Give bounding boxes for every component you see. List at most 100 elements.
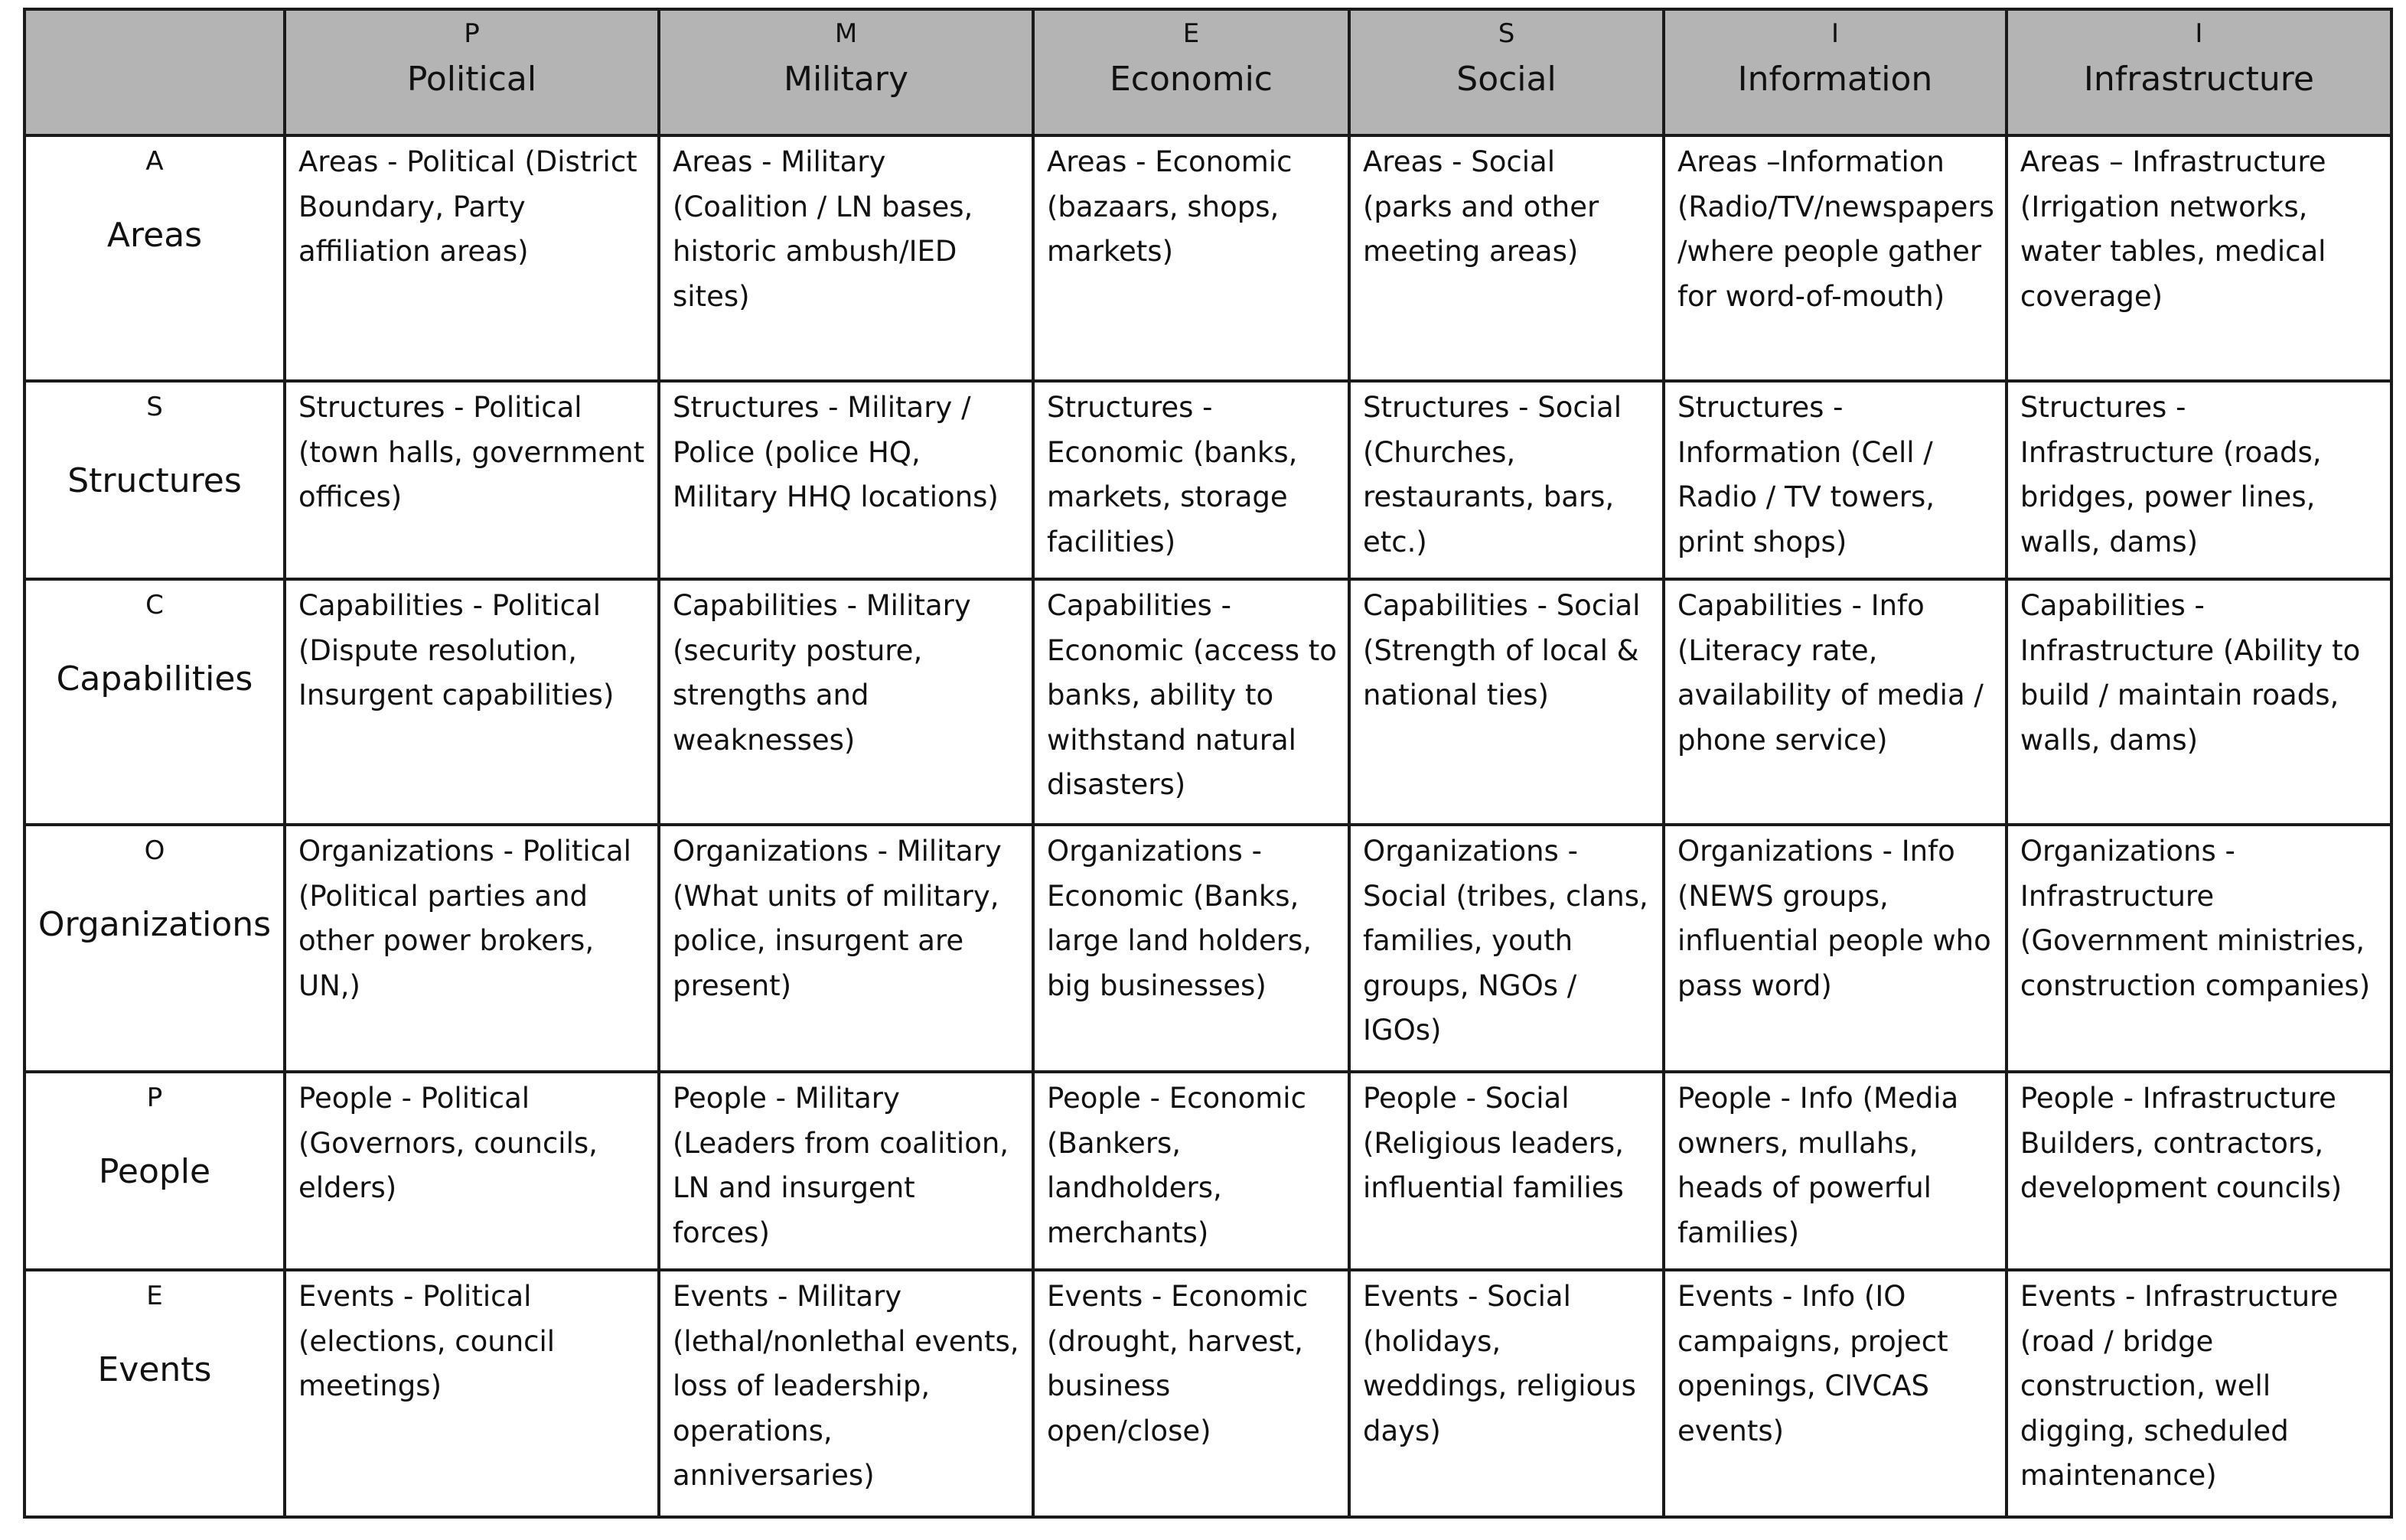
cell-text: Areas –Information (Radio/TV/newspapers … [1677,145,1994,313]
table-cell: Capabilities - Military (security postur… [657,578,1035,826]
table-cell: Areas –Information (Radio/TV/newspapers … [1662,134,2008,383]
cell-text: Capabilities - Military (security postur… [673,589,971,757]
table-cell: People - Info (Media owners, mullahs, he… [1662,1070,2008,1271]
table-cell: Organizations - Military (What units of … [657,823,1035,1073]
column-header-political: P Political [283,8,660,137]
column-name: Political [406,60,537,99]
cell-text: Areas - Economic (bazaars, shops, market… [1047,145,1293,268]
cell-text: Capabilities - Social (Strength of local… [1363,589,1641,711]
table-cell: People - Military (Leaders from coalitio… [657,1070,1035,1271]
cell-text: Events - Political (elections, council m… [298,1280,556,1402]
table-cell: Areas - Military (Coalition / LN bases, … [657,134,1035,383]
column-letter: I [1831,18,1839,49]
row-header-structures: S Structures [23,379,286,581]
table-cell: Organizations - Info (NEWS groups, influ… [1662,823,2008,1073]
row-header-people: P People [23,1070,286,1271]
table-cell: Events - Political (elections, council m… [283,1268,660,1519]
cell-text: People - Social (Religious leaders, infl… [1363,1082,1624,1204]
cell-text: Structures - Political (town halls, gove… [298,391,645,513]
table-row-organizations: O Organizations Organizations - Political … [23,823,2393,1073]
cell-text: Capabilities - Infrastructure (Ability t… [2020,589,2361,757]
table-row-areas: A Areas Areas - Political (District Bounda… [23,134,2393,383]
cell-text: Capabilities - Political (Dispute resolu… [298,589,615,711]
table-cell: Capabilities - Economic (access to banks… [1032,578,1351,826]
row-name: Events [97,1350,212,1389]
cell-text: Structures - Information (Cell / Radio /… [1677,391,1935,558]
cell-text: People - Military (Leaders from coalitio… [673,1082,1009,1249]
column-header-economic: E Economic [1032,8,1351,137]
row-letter: E [146,1281,163,1311]
table-cell: Organizations - Economic (Banks, large l… [1032,823,1351,1073]
cell-text: Organizations - Political (Political par… [298,835,631,1002]
table-cell: People - Social (Religious leaders, infl… [1348,1070,1665,1271]
row-header-capabilities: C Capabilities [23,578,286,826]
table-cell: People - Political (Governors, councils,… [283,1070,660,1271]
row-name: Structures [67,461,242,500]
cell-text: Areas - Political (District Boundary, Pa… [298,145,637,268]
table-cell: Structures - Information (Cell / Radio /… [1662,379,2008,581]
table-cell: Capabilities - Political (Dispute resolu… [283,578,660,826]
row-letter: A [145,146,164,177]
row-letter: C [145,590,164,620]
table-cell: Organizations - Political (Political par… [283,823,660,1073]
row-header-events: E Events [23,1268,286,1519]
table-cell: Events - Social (holidays, weddings, rel… [1348,1268,1665,1519]
cell-text: Capabilities - Info (Literacy rate, avai… [1677,589,1984,757]
table-cell: Structures - Social (Churches, restauran… [1348,379,1665,581]
table-cell: Areas – Infrastructure (Irrigation netwo… [2004,134,2393,383]
column-header-infrastructure: I Infrastructure [2004,8,2393,137]
cell-text: Events - Infrastructure (road / bridge c… [2020,1280,2339,1492]
column-letter: M [834,18,858,49]
table-cell: Capabilities - Infrastructure (Ability t… [2004,578,2393,826]
column-name: Information [1737,60,1933,99]
cell-text: Structures - Infrastructure (roads, brid… [2020,391,2322,558]
table-cell: Capabilities - Info (Literacy rate, avai… [1662,578,2008,826]
table-cell: Areas - Social (parks and other meeting … [1348,134,1665,383]
table-row-people: P People People - Political (Governors, co… [23,1070,2393,1271]
column-header-social: S Social [1348,8,1665,137]
column-header-information: I Information [1662,8,2008,137]
row-header-organizations: O Organizations [23,823,286,1073]
cell-text: People - Economic (Bankers, landholders,… [1047,1082,1306,1249]
table-cell: Structures - Infrastructure (roads, brid… [2004,379,2393,581]
cell-text: Structures - Social (Churches, restauran… [1363,391,1622,558]
ascope-pmesii-matrix: P Political M Military E Economic S Social I Info… [23,8,2393,1519]
row-letter: O [144,835,165,866]
column-name: Economic [1110,60,1273,99]
row-name: Areas [106,216,203,255]
table-row-structures: S Structures Structures - Political (town … [23,379,2393,581]
row-letter: S [146,392,163,422]
column-name: Military [784,60,908,99]
cell-text: People - Info (Media owners, mullahs, he… [1677,1082,1959,1249]
cell-text: Organizations - Social (tribes, clans, f… [1363,835,1648,1047]
table-cell: People - Economic (Bankers, landholders,… [1032,1070,1351,1271]
column-name: Social [1456,60,1557,99]
row-letter: P [146,1083,163,1113]
table-cell: Events - Info (IO campaigns, project ope… [1662,1268,2008,1519]
table-cell: Capabilities - Social (Strength of local… [1348,578,1665,826]
column-header-military: M Military [657,8,1035,137]
header-row: P Political M Military E Economic S Social I Info… [23,8,2393,137]
table-cell: Areas - Economic (bazaars, shops, market… [1032,134,1351,383]
row-name: Organizations [37,905,272,944]
row-header-areas: A Areas [23,134,286,383]
cell-text: Organizations - Infrastructure (Governme… [2020,835,2371,1002]
cell-text: Areas - Social (parks and other meeting … [1363,145,1599,268]
cell-text: Events - Military (lethal/nonlethal even… [673,1280,1019,1492]
cell-text: Organizations - Economic (Banks, large l… [1047,835,1312,1002]
cell-text: Structures - Economic (banks, markets, s… [1047,391,1298,558]
table-cell: Structures - Political (town halls, gove… [283,379,660,581]
cell-text: Areas - Military (Coalition / LN bases, … [673,145,973,313]
cell-text: People - Infrastructure Builders, contra… [2020,1082,2342,1204]
table-cell: Events - Military (lethal/nonlethal even… [657,1268,1035,1519]
row-name: People [98,1152,211,1191]
table-row-capabilities: C Capabilities Capabilities - Political (D… [23,578,2393,826]
table-cell: Organizations - Social (tribes, clans, f… [1348,823,1665,1073]
cell-text: Organizations - Info (NEWS groups, influ… [1677,835,1991,1002]
cell-text: Events - Info (IO campaigns, project ope… [1677,1280,1948,1447]
table-cell: Areas - Political (District Boundary, Pa… [283,134,660,383]
column-letter: E [1182,18,1200,49]
column-letter: I [2195,18,2203,49]
cell-text: Events - Economic (drought, harvest, bus… [1047,1280,1309,1447]
table-cell: Organizations - Infrastructure (Governme… [2004,823,2393,1073]
